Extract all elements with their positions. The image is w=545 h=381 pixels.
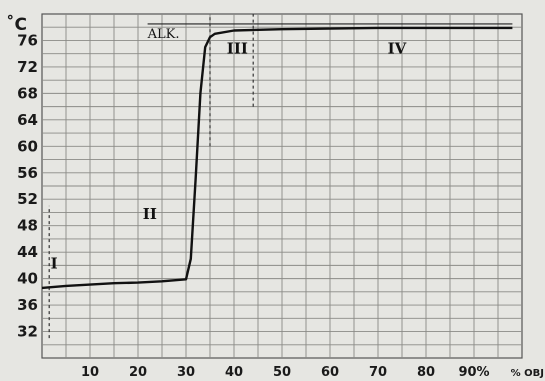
x-tick-label: 60 [321,365,339,380]
x-axis-unit: % OBJ [511,368,544,379]
phase-label: III [227,40,248,58]
y-tick-label: 56 [17,164,38,182]
x-tick-label: 10 [81,365,99,380]
y-tick-label: 64 [17,111,38,129]
y-tick-label: 68 [17,84,38,102]
y-axis-label: ˚C [6,13,27,35]
y-tick-label: 36 [17,296,38,314]
y-tick-label: 60 [17,137,38,155]
phase-label: IV [388,40,407,58]
phase-label: II [143,205,157,223]
x-tick-label: 50 [273,365,291,380]
x-tick-label: 80 [417,365,435,380]
y-tick-label: 72 [17,58,38,76]
x-tick-label: 70 [369,365,387,380]
grid [42,14,522,358]
y-tick-label: 48 [17,217,38,235]
y-tick-label: 32 [17,323,38,341]
x-tick-label: 20 [129,365,147,380]
reference-line-label: ALK. [147,27,180,42]
x-tick-label: 90% [458,365,489,380]
y-tick-label: 44 [17,243,38,261]
x-tick-label: 30 [177,365,195,380]
y-tick-label: 52 [17,190,38,208]
phase-label: I [51,255,58,273]
x-tick-label: 40 [225,365,243,380]
y-tick-label: 40 [17,270,38,288]
